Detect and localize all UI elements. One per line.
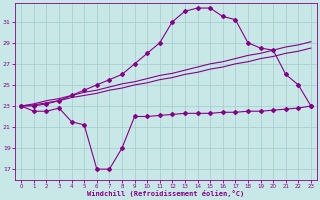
X-axis label: Windchill (Refroidissement éolien,°C): Windchill (Refroidissement éolien,°C): [87, 190, 245, 197]
